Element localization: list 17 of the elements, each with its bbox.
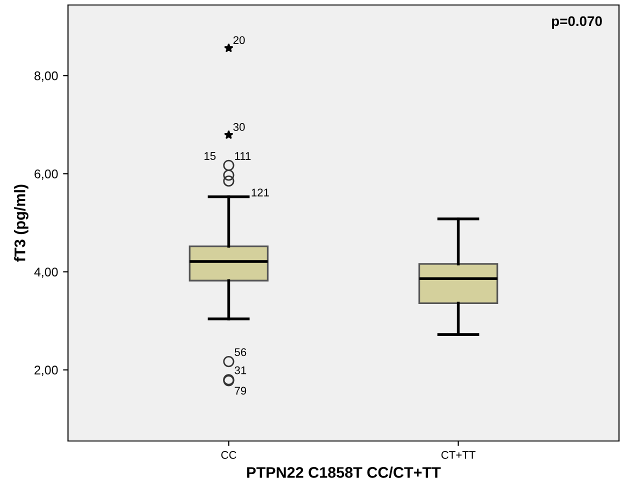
x-tick-label: CT+TT — [441, 451, 476, 459]
annotation: 20 — [233, 36, 245, 44]
annotation: 111 — [235, 152, 251, 160]
annotation: 31 — [234, 366, 246, 374]
y-tick-label: 2,00 — [34, 366, 58, 376]
x-axis-title: PTPN22 C1858T CC/CT+TT — [247, 466, 441, 478]
y-tick-label: 8,00 — [34, 71, 58, 82]
annotation: 121 — [252, 188, 269, 196]
y-tick-label: 4,00 — [34, 268, 58, 278]
y-axis-title: fT3 (pg/ml) — [14, 184, 28, 262]
annotation: 15 — [204, 152, 216, 160]
annotation: p=0.070 — [552, 16, 602, 29]
annotation: 30 — [233, 123, 245, 131]
annotation: 79 — [234, 386, 246, 395]
annotation: 56 — [234, 348, 246, 356]
x-tick-label: CC — [221, 451, 236, 459]
y-tick-label: 6,00 — [34, 170, 58, 180]
